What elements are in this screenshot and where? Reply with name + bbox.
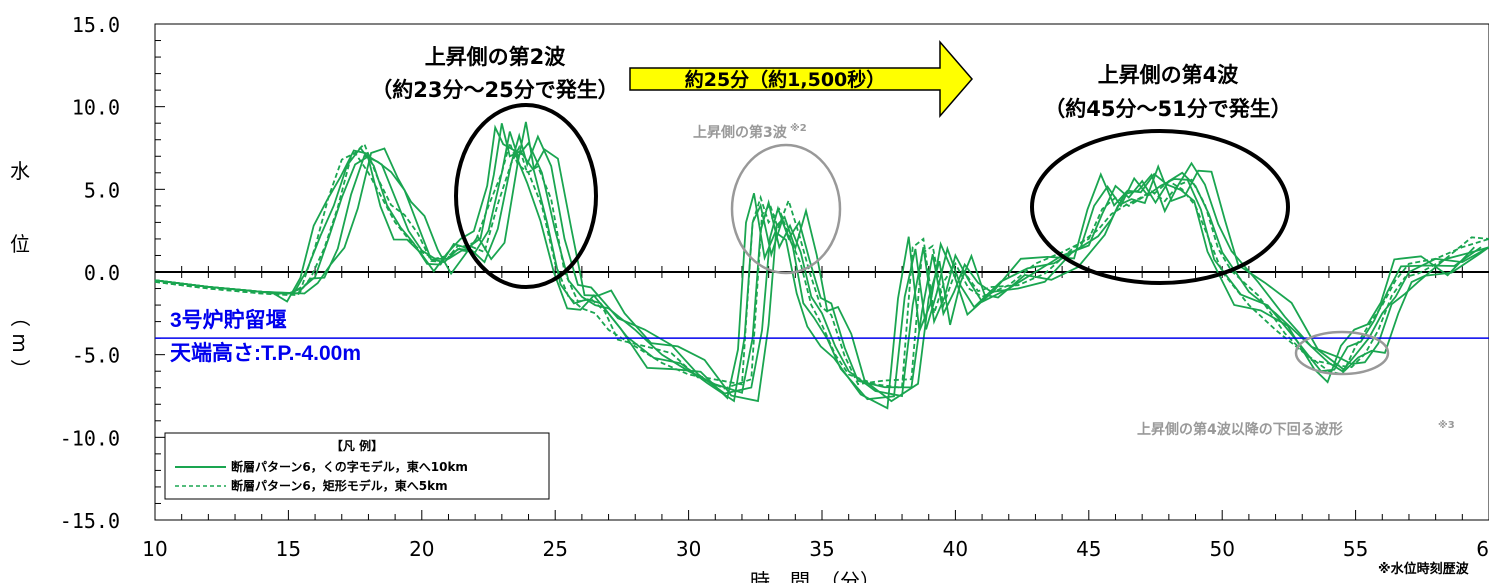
y-axis-label-4: m	[8, 333, 32, 352]
x-tick-label: 10	[142, 537, 167, 561]
y-tick-label: 5.0	[84, 178, 120, 202]
wave4-subtitle: （約45分～51分で発生）	[1044, 97, 1291, 121]
wave2-title: 上昇側の第2波	[425, 45, 567, 69]
y-axis-label-1: 水	[10, 159, 30, 183]
series-line-1	[154, 124, 1475, 410]
wave3-label: 上昇側の第3波	[693, 124, 788, 141]
y-tick-labels: 15.0 10.0 5.0 0.0 -5.0 -10.0 -15.0	[60, 13, 120, 533]
x-tick-label: 20	[409, 537, 434, 561]
wave4-title: 上昇側の第4波	[1098, 63, 1240, 87]
wave3-ellipse	[730, 143, 842, 275]
interval-arrow	[629, 39, 973, 119]
y-axis-label-3: （	[8, 307, 32, 327]
series-line-1	[154, 132, 1489, 395]
y-axis-label-5: ）	[8, 359, 32, 379]
x-tick-label: 45	[1076, 537, 1101, 561]
x-tick-label: 40	[943, 537, 968, 561]
after4-label: 上昇側の第4波以降の下回る波形	[1137, 421, 1343, 438]
interval-arrow-label: 約25分（約1,500秒）	[685, 68, 886, 91]
legend-title: 【凡 例】	[331, 438, 383, 453]
y-tick-label: -15.0	[60, 509, 120, 533]
legend: 【凡 例】 断層パターン6，くの字モデル，東へ10km 断層パターン6，矩形モデ…	[164, 432, 550, 500]
series-layer	[154, 121, 1489, 410]
x-tick-label: 50	[1209, 537, 1234, 561]
x-tick-label: 25	[542, 537, 567, 561]
series-line-1	[154, 121, 1489, 403]
x-tick-labels: 10 15 20 25 30 35 40 45 50 55 60	[142, 537, 1489, 561]
y-tick-label: 0.0	[84, 261, 120, 285]
x-axis-label: 時 間 （分）	[750, 569, 880, 583]
wave2-subtitle: （約23分～25分で発生）	[371, 78, 618, 102]
legend-item-1: 断層パターン6，くの字モデル，東へ10km	[231, 459, 468, 474]
series-line-1	[154, 131, 1489, 398]
wave4-ellipse	[1030, 129, 1290, 285]
after4-note: ※3	[1438, 419, 1455, 431]
reference-label-2: 天端高さ:T.P.-4.00m	[170, 341, 361, 365]
x-tick-label: 30	[676, 537, 701, 561]
legend-item-2: 断層パターン6，矩形モデル，東へ5km	[231, 478, 448, 493]
after4-ellipse	[1294, 330, 1390, 376]
x-tick-label: 55	[1343, 537, 1368, 561]
y-tick-label: -5.0	[72, 344, 120, 368]
series-line-2	[154, 142, 1489, 390]
wave3-note: ※2	[790, 122, 807, 134]
y-tick-label: 10.0	[72, 96, 120, 120]
footnote: ※水位時刻歴波	[1378, 561, 1470, 577]
y-tick-label: 15.0	[72, 13, 120, 37]
x-tick-label: 35	[809, 537, 834, 561]
x-tick-label: 60	[1476, 537, 1489, 561]
series-line-2	[154, 140, 1489, 389]
reference-label-1: 3号炉貯留堰	[170, 308, 287, 332]
y-tick-label: -10.0	[60, 426, 120, 450]
y-axis-label-2: 位	[10, 232, 30, 256]
x-tick-label: 15	[276, 537, 301, 561]
wave2-ellipse	[454, 103, 598, 289]
